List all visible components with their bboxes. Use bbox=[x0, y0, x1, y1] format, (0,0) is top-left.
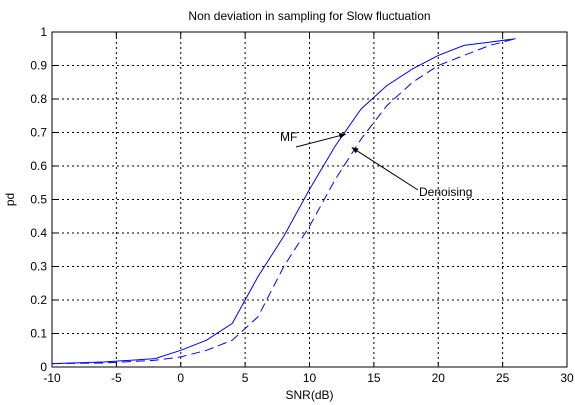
grid bbox=[52, 32, 567, 367]
annotations: MF Denoising bbox=[280, 130, 472, 199]
y-axis-label: pd bbox=[3, 193, 17, 206]
y-tick-label: 0.7 bbox=[30, 126, 47, 140]
y-tick-label: 0.4 bbox=[30, 226, 47, 240]
x-tick-label: 15 bbox=[367, 371, 381, 385]
y-tick-label: 0.8 bbox=[30, 92, 47, 106]
x-tick-label: 10 bbox=[303, 371, 317, 385]
x-tick-labels: -10 -5 0 5 10 15 20 25 30 bbox=[43, 371, 574, 385]
x-tick-label: 30 bbox=[560, 371, 574, 385]
y-tick-label: 0 bbox=[40, 360, 47, 374]
x-axis-label: SNR(dB) bbox=[285, 388, 333, 402]
y-tick-label: 0.2 bbox=[30, 293, 47, 307]
chart-title: Non deviation in sampling for Slow fluct… bbox=[188, 9, 430, 23]
y-tick-label: 0.1 bbox=[30, 327, 47, 341]
y-tick-label: 1 bbox=[40, 25, 47, 39]
y-tick-label: 0.3 bbox=[30, 260, 47, 274]
x-tick-label: 5 bbox=[242, 371, 249, 385]
x-tick-label: -10 bbox=[43, 371, 61, 385]
x-tick-label: 20 bbox=[432, 371, 446, 385]
y-tick-label: 0.9 bbox=[30, 59, 47, 73]
annotation-arrow-mf bbox=[295, 133, 347, 148]
tick-marks bbox=[51, 31, 568, 368]
y-tick-label: 0.6 bbox=[30, 159, 47, 173]
y-tick-labels: 0 0.1 0.2 0.3 0.4 0.5 0.6 0.7 0.8 0.9 1 bbox=[30, 25, 47, 374]
series-line-denoising bbox=[51, 38, 516, 365]
x-tick-label: 0 bbox=[177, 371, 184, 385]
series-line-mf bbox=[51, 38, 516, 365]
x-tick-label: 25 bbox=[496, 371, 510, 385]
x-tick-label: -5 bbox=[111, 371, 122, 385]
series-layer bbox=[51, 38, 516, 365]
annotation-label-denoising: Denoising bbox=[419, 185, 472, 199]
y-tick-label: 0.5 bbox=[30, 193, 47, 207]
annotation-arrow-denoising bbox=[351, 147, 419, 191]
annotation-label-mf: MF bbox=[280, 130, 297, 144]
